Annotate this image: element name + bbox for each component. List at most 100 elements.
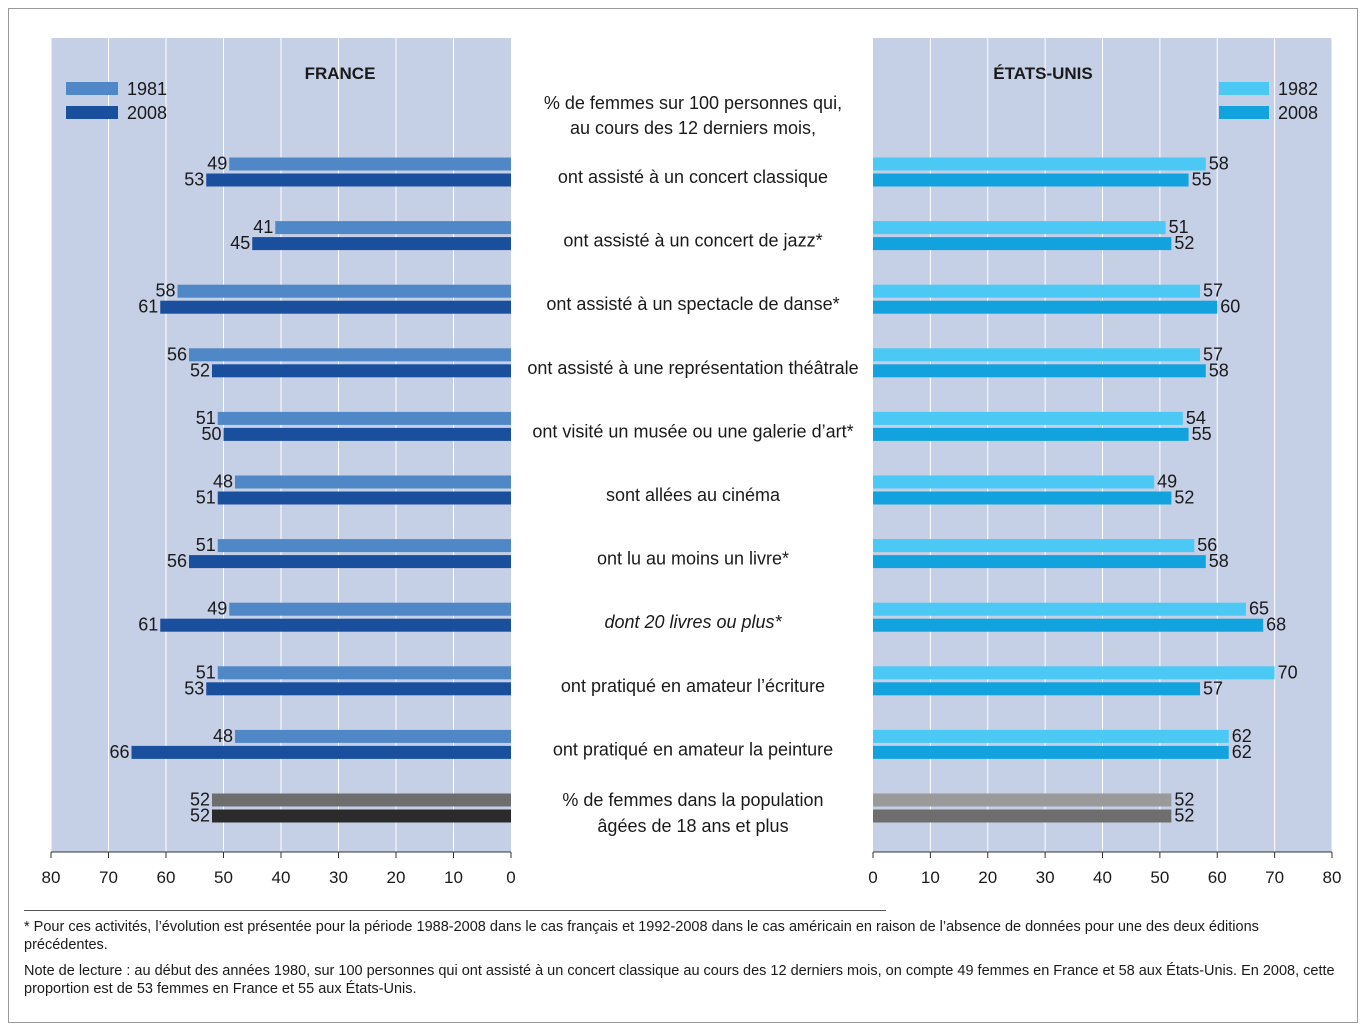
bar-right-2008: [873, 682, 1201, 696]
bar-right-1982: [873, 793, 1172, 807]
bar-right-1982: [873, 602, 1246, 616]
data-label: 49: [1157, 472, 1177, 492]
chart-header-line: % de femmes sur 100 personnes qui,: [544, 93, 842, 113]
x-tick-label: 0: [506, 868, 515, 887]
chart-header-line: au cours des 12 derniers mois,: [570, 118, 816, 138]
bar-right-1982: [873, 221, 1166, 235]
bar-left-1981: [177, 284, 511, 298]
data-label: 55: [1192, 170, 1212, 190]
data-label: 48: [213, 726, 233, 746]
bar-right-1982: [873, 539, 1195, 553]
data-label: 52: [1174, 806, 1194, 826]
bar-left-1981: [275, 221, 511, 235]
category-label: ont pratiqué en amateur l’écriture: [561, 676, 825, 696]
bar-left-1981: [235, 729, 511, 743]
legend-label: 2008: [1278, 103, 1318, 123]
panel-title-left: FRANCE: [305, 64, 376, 83]
bar-right-2008: [873, 237, 1172, 251]
x-tick-label: 10: [444, 868, 463, 887]
bar-left-2008: [160, 300, 511, 314]
reading-note: Note de lecture : au début des années 19…: [24, 963, 1335, 997]
category-label: âgées de 18 ans et plus: [597, 816, 788, 836]
bar-left-2008: [212, 809, 511, 823]
legend-swatch: [66, 106, 118, 119]
bar-left-2008: [206, 682, 511, 696]
bar-right-1982: [873, 729, 1229, 743]
bar-left-1981: [235, 475, 511, 489]
data-label: 41: [253, 217, 273, 237]
legend-label: 2008: [127, 103, 167, 123]
data-label: 66: [109, 742, 129, 762]
data-label: 52: [190, 360, 210, 380]
x-tick-label: 40: [272, 868, 291, 887]
category-label: % de femmes dans la population: [562, 790, 823, 810]
data-label: 57: [1203, 281, 1223, 301]
bar-right-1982: [873, 475, 1155, 489]
data-label: 51: [196, 488, 216, 508]
bar-right-2008: [873, 364, 1206, 378]
bar-left-2008: [223, 427, 511, 441]
data-label: 58: [1209, 360, 1229, 380]
category-label: ont assisté à un concert de jazz*: [563, 231, 822, 251]
data-label: 48: [213, 472, 233, 492]
bar-right-1982: [873, 411, 1183, 425]
bar-left-2008: [160, 618, 511, 632]
x-tick-label: 0: [868, 868, 877, 887]
data-label: 52: [190, 790, 210, 810]
x-tick-label: 60: [1208, 868, 1227, 887]
x-tick-label: 20: [978, 868, 997, 887]
data-label: 53: [184, 678, 204, 698]
data-label: 45: [230, 233, 250, 253]
category-label: ont assisté à une représentation théâtra…: [527, 358, 858, 378]
data-label: 65: [1249, 599, 1269, 619]
data-label: 62: [1232, 742, 1252, 762]
footnote: * Pour ces activités, l’évolution est pr…: [24, 919, 1259, 953]
bar-right-2008: [873, 809, 1172, 823]
category-label: sont allées au cinéma: [606, 485, 781, 505]
bar-right-2008: [873, 618, 1264, 632]
category-label: ont assisté à un spectacle de danse*: [546, 294, 839, 314]
bar-right-2008: [873, 427, 1189, 441]
legend-swatch: [1219, 106, 1269, 119]
data-label: 54: [1186, 408, 1206, 428]
legend-swatch: [66, 82, 118, 95]
category-label: ont lu au moins un livre*: [597, 549, 789, 569]
category-label: dont 20 livres ou plus*: [604, 612, 782, 632]
bar-left-1981: [217, 539, 511, 553]
data-label: 55: [1192, 424, 1212, 444]
bar-left-1981: [212, 793, 511, 807]
bar-left-1981: [217, 411, 511, 425]
data-label: 61: [138, 615, 158, 635]
bar-right-1982: [873, 284, 1201, 298]
x-tick-label: 80: [1323, 868, 1342, 887]
notes-divider: [24, 910, 886, 911]
data-label: 53: [184, 170, 204, 190]
data-label: 56: [167, 551, 187, 571]
data-label: 56: [1197, 535, 1217, 555]
notes: * Pour ces activités, l’évolution est pr…: [24, 918, 1344, 1006]
data-label: 57: [1203, 344, 1223, 364]
legend-label: 1981: [127, 79, 167, 99]
data-label: 51: [196, 408, 216, 428]
bar-right-2008: [873, 555, 1206, 569]
legend-label: 1982: [1278, 79, 1318, 99]
bar-left-1981: [189, 348, 511, 362]
category-label: ont pratiqué en amateur la peinture: [553, 739, 833, 759]
bar-left-2008: [206, 173, 511, 187]
bar-right-1982: [873, 348, 1201, 362]
bar-right-2008: [873, 173, 1189, 187]
data-label: 58: [155, 281, 175, 301]
data-label: 49: [207, 154, 227, 174]
data-label: 50: [201, 424, 221, 444]
data-label: 58: [1209, 154, 1229, 174]
bar-right-2008: [873, 491, 1172, 505]
bar-left-1981: [229, 157, 511, 171]
x-tick-label: 40: [1093, 868, 1112, 887]
bar-left-2008: [217, 491, 511, 505]
x-tick-label: 50: [214, 868, 233, 887]
data-label: 60: [1220, 297, 1240, 317]
bar-right-1982: [873, 157, 1206, 171]
legend-swatch: [1219, 82, 1269, 95]
category-label: ont visité un musée ou une galerie d’art…: [532, 421, 853, 441]
figure-frame: [8, 8, 1358, 1023]
